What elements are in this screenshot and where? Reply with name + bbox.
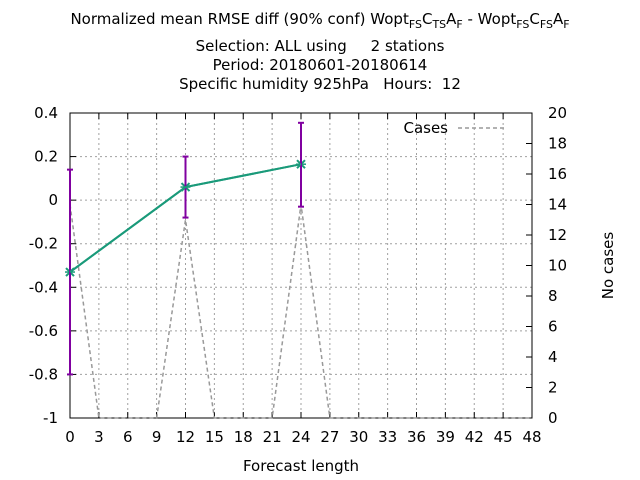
x-tick-label: 42 xyxy=(465,428,484,446)
title-exp2-sub-5: F xyxy=(563,18,570,31)
y2-tick-label: 14 xyxy=(548,196,567,214)
x-tick-label: 15 xyxy=(205,428,224,446)
chart-title-line-3: Period: 20180601-20180614 xyxy=(212,56,428,74)
chart-title-line-1: Normalized mean RMSE diff (90% conf) Wop… xyxy=(0,10,640,31)
y-tick-label: -1 xyxy=(43,409,58,427)
title-exp2-part-4: A xyxy=(552,10,564,28)
legend-label-cases: Cases xyxy=(403,119,448,137)
x-tick-label: 48 xyxy=(522,428,541,446)
series-layer xyxy=(65,121,532,419)
title-exp1-part-2: C xyxy=(421,10,433,28)
title-prefix: Normalized mean RMSE diff (90% conf) Wop… xyxy=(70,10,409,28)
y-tick-label: 0 xyxy=(48,191,58,209)
x-tick-label: 0 xyxy=(65,428,75,446)
x-tick-label: 9 xyxy=(152,428,162,446)
y2-tick-label: 4 xyxy=(548,348,558,366)
y-tick-label: -0.8 xyxy=(29,365,58,383)
title-exp1-sub-3: TS xyxy=(432,18,447,31)
y-tick-label: -0.6 xyxy=(29,322,58,340)
x-axis-label: Forecast length xyxy=(243,457,359,475)
y2-tick-label: 16 xyxy=(548,165,567,183)
chart-title-line-4: Specific humidity 925hPa Hours: 12 xyxy=(179,75,461,93)
x-tick-label: 3 xyxy=(94,428,104,446)
y2-axis-label: No cases xyxy=(599,232,617,300)
y2-tick-label: 10 xyxy=(548,257,567,275)
tick-layer: 0 3 6 9 12 15 18 21 24 27 30 33 36 39 42 45 48-1-0.8-0.6… xyxy=(29,104,567,446)
title-exp2-sub-1: FS xyxy=(516,18,530,31)
x-tick-label: 21 xyxy=(263,428,282,446)
x-tick-label: 30 xyxy=(349,428,368,446)
x-tick-label: 18 xyxy=(234,428,253,446)
x-tick-label: 27 xyxy=(320,428,339,446)
x-tick-label: 39 xyxy=(436,428,455,446)
y2-tick-label: 0 xyxy=(548,409,558,427)
y2-tick-label: 12 xyxy=(548,226,567,244)
y-tick-label: 0.2 xyxy=(34,148,58,166)
x-tick-label: 36 xyxy=(407,428,426,446)
x-tick-label: 12 xyxy=(176,428,195,446)
y-tick-label: 0.4 xyxy=(34,104,58,122)
chart-title-line-2: Selection: ALL using 2 stations xyxy=(195,37,445,55)
y2-tick-label: 2 xyxy=(548,379,558,397)
y2-tick-label: 8 xyxy=(548,287,558,305)
y2-tick-label: 20 xyxy=(548,104,567,122)
y2-tick-label: 18 xyxy=(548,135,567,153)
x-tick-label: 45 xyxy=(494,428,513,446)
title-exp1-part-4: A xyxy=(446,10,457,28)
rmse-diff-line-overlay xyxy=(69,163,302,273)
x-tick-label: 6 xyxy=(123,428,133,446)
x-tick-label: 24 xyxy=(291,428,310,446)
title-exp1-sub-5: F xyxy=(456,18,463,31)
x-tick-label: 33 xyxy=(378,428,397,446)
title-separator: - Wopt xyxy=(462,10,517,28)
y2-tick-label: 6 xyxy=(548,318,558,336)
cases-line xyxy=(69,204,532,419)
y-tick-label: -0.2 xyxy=(29,235,58,253)
title-exp2-sub-3: FS xyxy=(539,18,553,31)
title-exp1-sub-1: FS xyxy=(408,18,422,31)
title-exp2-part-2: C xyxy=(529,10,540,28)
legend: Cases xyxy=(403,119,506,137)
y-tick-label: -0.4 xyxy=(29,278,58,296)
